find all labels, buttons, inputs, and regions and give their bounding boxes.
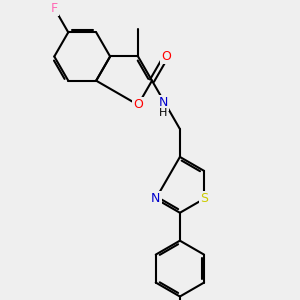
Text: N: N [151, 192, 160, 205]
Text: N: N [158, 96, 168, 110]
Text: F: F [51, 2, 58, 15]
Text: S: S [200, 192, 208, 205]
Text: H: H [159, 108, 167, 118]
Text: O: O [133, 98, 143, 111]
Text: O: O [161, 50, 171, 63]
